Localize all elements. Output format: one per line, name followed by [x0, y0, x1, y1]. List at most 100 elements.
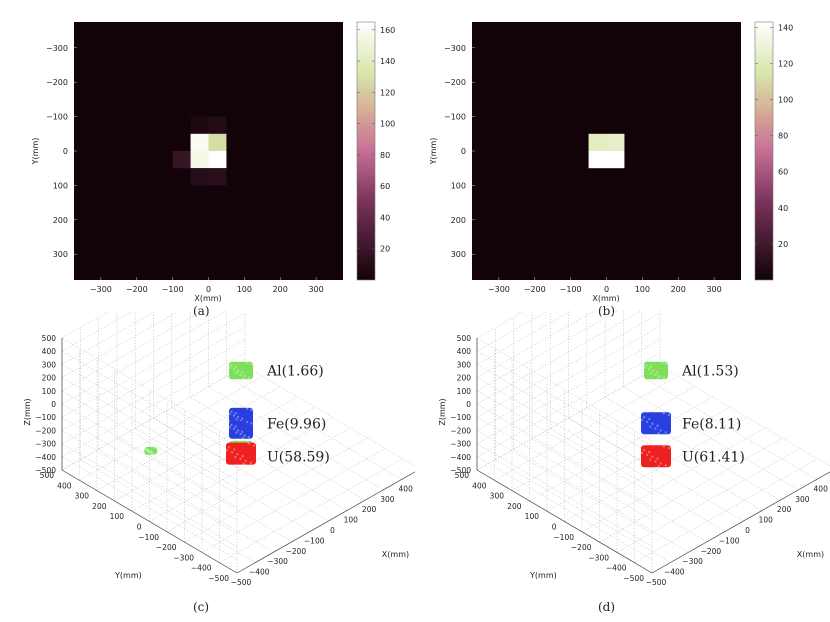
z-tick-label: 100 [42, 387, 57, 396]
heat-cell [588, 151, 607, 169]
colorbar-tick-label: 160 [380, 26, 395, 35]
y-tick-label: 500 [40, 471, 55, 480]
x-axis-label: X(mm) [592, 294, 619, 303]
z-tick-label: 200 [457, 374, 472, 383]
y-tick-label: −300 [173, 553, 194, 562]
z-tick-label: 200 [42, 374, 57, 383]
colorbar-tick-label: 40 [778, 204, 788, 213]
x-tick-label: 0 [330, 526, 335, 535]
z-tick-label: −400 [450, 453, 471, 462]
colorbar-tick-label: 100 [380, 120, 395, 129]
colorbar-tick-label: 120 [778, 59, 793, 68]
tick-labels-3d: −500500500−400400400−300300300−200200200… [35, 334, 413, 587]
x-tick-label: 200 [273, 285, 288, 294]
y-tick-label: −300 [444, 44, 466, 53]
heatmap-panel-b: −300 −200 −100 0 100 200 300 −300−200−10001002… [429, 21, 793, 303]
voxel-cluster-u [641, 445, 671, 468]
x-tick-label: 200 [362, 505, 377, 514]
y-tick-labels: −300 −200 −100 0 100 200 300 [46, 44, 77, 259]
y-tick-label: 100 [525, 512, 540, 521]
z-tick-label: −300 [35, 440, 56, 449]
voxel-cluster-u [226, 442, 256, 465]
x-tick-label: −100 [719, 536, 740, 545]
y-tick-label: −200 [444, 78, 466, 87]
y-axis-label: Y(mm) [31, 138, 40, 166]
x-tick-label: 200 [777, 505, 792, 514]
heat-cell [208, 116, 227, 134]
x-tick-label: −200 [524, 285, 546, 294]
y-tick-label: −100 [553, 533, 574, 542]
z-axis-label: Z(mm) [23, 398, 32, 425]
y-tick-label: −400 [606, 564, 627, 573]
x-tick-label: −300 [682, 557, 703, 566]
x-tick-label: −300 [90, 285, 112, 294]
colorbar-tick-label: 120 [380, 88, 395, 97]
material-annotation: U(58.59) [267, 449, 330, 465]
z-tick-label: −400 [35, 453, 56, 462]
colorbar-tick-label: 140 [380, 57, 395, 66]
heat-cell [606, 151, 625, 169]
z-tick-label: −300 [450, 440, 471, 449]
colorbar-tick-label: 20 [380, 245, 390, 254]
y-tick-label: −200 [46, 78, 68, 87]
y-tick-label: 0 [552, 523, 557, 532]
z-tick-label: 0 [466, 400, 471, 409]
y-axis-label: Y(mm) [429, 138, 438, 166]
colorbar-tick-label: 20 [778, 240, 788, 249]
x-tick-label: 0 [745, 526, 750, 535]
x-tick-label: 200 [671, 285, 686, 294]
x-tick-label: −200 [701, 547, 722, 556]
voxel-clusters [640, 360, 671, 468]
y-tick-label: 300 [451, 250, 466, 259]
voxel-3d-panel-c: −500500500−400400400−300300300−200200200… [23, 311, 415, 587]
colorbar-tick-labels: 20 40 60 80 100 120 140 160 [357, 26, 395, 254]
z-tick-label: 500 [457, 334, 472, 343]
y-tick-label: 500 [455, 471, 470, 480]
x-axis-label: X(mm) [797, 550, 824, 559]
colorbar-tick-label: 100 [778, 96, 793, 105]
z-tick-label: 400 [42, 347, 57, 356]
z-tick-label: −100 [35, 413, 56, 422]
y-tick-label: 200 [451, 216, 466, 225]
x-tick-label: −100 [162, 285, 184, 294]
x-axis-label: X(mm) [382, 550, 409, 559]
colorbar-tick-label: 80 [778, 132, 788, 141]
x-tick-label: −400 [664, 568, 685, 577]
heatmap-cells [588, 133, 625, 169]
y-tick-label: −100 [138, 533, 159, 542]
x-tick-label: 0 [206, 285, 211, 294]
x-tick-label: −400 [249, 568, 270, 577]
heat-cell [172, 151, 191, 169]
heat-cell [190, 168, 209, 186]
x-tick-labels: −300 −200 −100 0 100 200 300 [90, 277, 324, 294]
x-tick-label: 300 [380, 495, 395, 504]
z-tick-label: 100 [457, 387, 472, 396]
x-tick-label: −300 [267, 557, 288, 566]
heat-cell [208, 168, 227, 186]
z-tick-label: −100 [450, 413, 471, 422]
y-tick-label: 0 [137, 523, 142, 532]
x-tick-label: 300 [706, 285, 721, 294]
material-annotation: Fe(8.11) [682, 416, 741, 432]
grid-3d [476, 311, 830, 574]
y-tick-label: −100 [444, 113, 466, 122]
z-tick-label: 300 [457, 360, 472, 369]
y-tick-label: 300 [490, 492, 505, 501]
tick-labels-3d: −500500500−400400400−300300300−200200200… [450, 334, 828, 587]
axes-3d [61, 338, 415, 574]
y-tick-label: 100 [53, 181, 68, 190]
colorbar [356, 21, 376, 281]
x-tick-label: 100 [344, 516, 359, 525]
z-tick-label: 300 [42, 360, 57, 369]
x-tick-label: −100 [560, 285, 582, 294]
z-tick-label: −200 [35, 426, 56, 435]
x-tick-label: 300 [795, 495, 810, 504]
voxel-cluster-al [144, 446, 158, 455]
x-tick-label: 300 [308, 285, 323, 294]
x-tick-label: −100 [304, 536, 325, 545]
y-tick-label: 200 [92, 502, 107, 511]
x-tick-label: 100 [237, 285, 252, 294]
y-tick-labels: −300 −200 −100 0 100 200 300 [444, 44, 475, 259]
y-tick-label: 200 [507, 502, 522, 511]
heatmap-panel-a: −300 −200 −100 0 100 200 300 −300−200−10001002… [31, 21, 395, 303]
